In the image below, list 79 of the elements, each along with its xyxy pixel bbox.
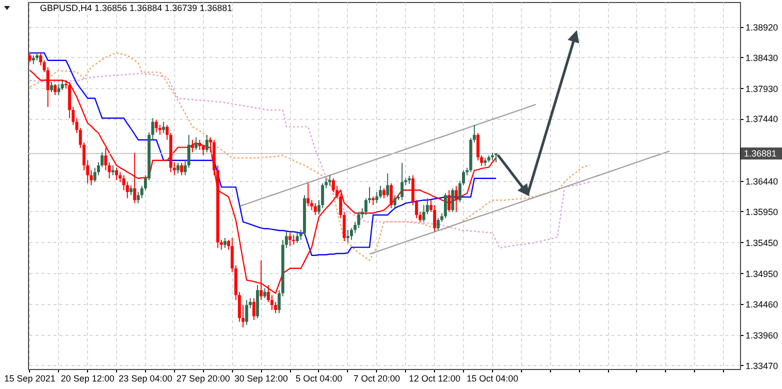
- candlestick: [288, 232, 292, 247]
- x-tick-label: 12 Oct 12:00: [408, 374, 460, 384]
- candlestick: [393, 194, 396, 209]
- y-tick-label: 1.33960: [746, 330, 778, 340]
- candlestick: [248, 298, 252, 309]
- candlestick: [328, 174, 332, 186]
- x-tick-label: 15 Sep 2021: [4, 374, 56, 384]
- candlestick: [448, 190, 451, 212]
- candlestick: [39, 52, 42, 66]
- candlestick: [50, 82, 53, 93]
- y-tick-label: 1.38920: [746, 22, 778, 32]
- candlestick: [133, 152, 136, 204]
- candlestick: [454, 185, 458, 212]
- candlestick: [306, 182, 310, 207]
- x-tick-label: 15 Oct 04:00: [466, 374, 518, 384]
- candlestick: [194, 136, 198, 150]
- candlestick: [190, 139, 194, 153]
- y-tick-label: 1.34950: [746, 268, 778, 279]
- x-tick-label: 27 Sep 20:00: [176, 374, 230, 384]
- candlestick: [108, 162, 111, 179]
- candlestick: [187, 134, 190, 168]
- candlestick: [115, 167, 118, 181]
- line-series: [29, 52, 591, 261]
- candlestick: [154, 119, 158, 133]
- candlestick: [278, 290, 281, 314]
- line-series: [368, 150, 670, 255]
- candlestick: [444, 192, 447, 219]
- candlestick: [162, 121, 166, 134]
- y-tick-label: 1.38430: [746, 52, 778, 63]
- candlestick: [357, 211, 360, 229]
- candlestick: [130, 184, 133, 196]
- x-tick-label: 23 Sep 04:00: [118, 374, 172, 384]
- candlestick: [166, 124, 169, 140]
- chart-title: GBPUSD,H4 1.36856 1.36884 1.36739 1.36881: [40, 3, 232, 13]
- candlestick: [28, 52, 32, 63]
- candlestick: [180, 162, 184, 176]
- y-tick-label: 1.35950: [746, 206, 778, 217]
- candlestick: [184, 160, 187, 176]
- candlestick: [314, 202, 317, 216]
- x-tick-label: 5 Oct 04:00: [296, 374, 342, 384]
- candlestick: [386, 172, 390, 198]
- candlestick: [296, 231, 299, 244]
- candlestick: [436, 218, 440, 230]
- candlestick: [263, 288, 266, 299]
- ref-line-label: 1.36881: [744, 148, 777, 158]
- candlestick: [252, 298, 256, 320]
- candlestick: [230, 237, 234, 273]
- candlestick: [220, 239, 223, 250]
- line-series: [29, 52, 497, 256]
- candlestick: [245, 300, 248, 326]
- x-tick-label: 30 Sep 12:00: [234, 374, 288, 384]
- candlestick: [54, 83, 57, 96]
- y-tick-label: 1.34460: [746, 299, 778, 310]
- candlestick: [198, 139, 202, 150]
- candlestick: [176, 162, 180, 174]
- y-tick-label: 1.35450: [746, 238, 778, 248]
- candlestick: [118, 172, 122, 183]
- y-tick-label: 1.37930: [746, 84, 778, 94]
- line-series: [238, 104, 536, 207]
- candlestick: [205, 134, 208, 153]
- x-tick-label: 7 Oct 20:00: [354, 374, 400, 384]
- candlestick: [136, 192, 140, 204]
- y-tick-label: 1.36440: [746, 176, 778, 186]
- candlestick: [346, 229, 350, 243]
- y-tick-label: 1.33470: [746, 360, 778, 371]
- candlestick: [158, 124, 162, 136]
- candlestick: [472, 124, 476, 143]
- candlestick: [378, 185, 382, 199]
- candlestick: [104, 147, 108, 171]
- candlestick: [60, 80, 64, 91]
- candlestick: [223, 237, 226, 248]
- candlestick: [390, 182, 393, 209]
- candlestick: [382, 188, 386, 199]
- candlestick: [451, 188, 454, 212]
- candlestick: [202, 144, 205, 156]
- candlestick: [57, 83, 60, 96]
- candlestick: [400, 162, 404, 201]
- x-tick-label: 20 Sep 12:00: [60, 374, 114, 384]
- y-tick-label: 1.37440: [746, 114, 778, 124]
